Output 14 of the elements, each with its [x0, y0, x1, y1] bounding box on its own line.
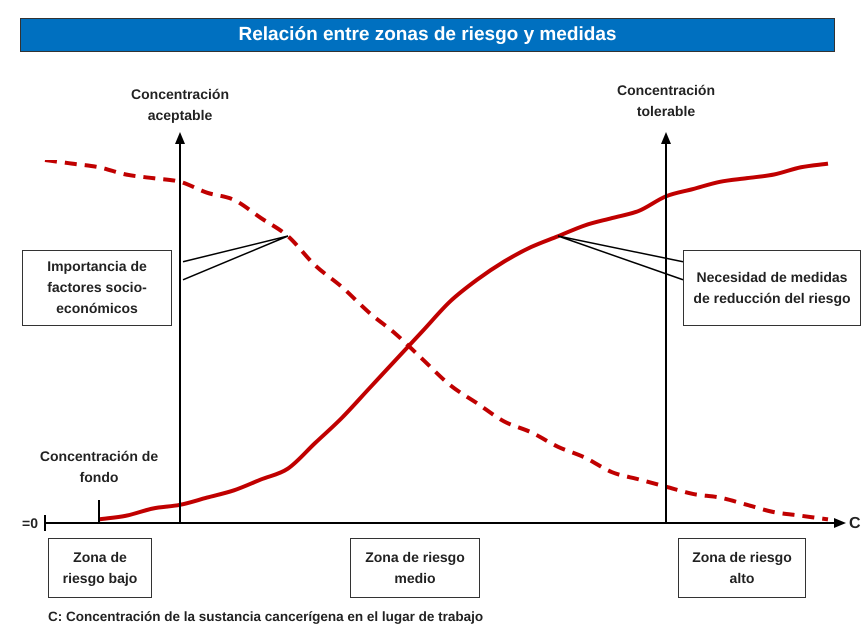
callout: Importancia de factores socio-económicos: [21, 235, 289, 327]
annotation: Concentración de fondo: [38, 447, 160, 487]
annotation: Importancia de factores socio-económicos: [22, 250, 172, 326]
label-box: Zona de riesgo medio: [350, 538, 480, 598]
text: C: Concentración de la sustancia cancerígena en el lugar de trabajo: [48, 608, 484, 626]
label-box: Zona de riesgo alto: [678, 538, 806, 598]
x-axis-title: C: [849, 514, 861, 534]
text: Concentración tolerable: [616, 81, 716, 121]
callout: Necesidad de medidas de reducción del riesgo: [557, 235, 861, 327]
annotation: Necesidad de medidas de reducción del riesgo: [683, 250, 861, 326]
chart-title: Relación entre zonas de riesgo y medidas: [20, 18, 835, 52]
text: Concentración aceptable: [130, 85, 230, 125]
label-box: Zona de riesgo bajo: [48, 538, 152, 598]
text: =0: [21, 514, 38, 533]
